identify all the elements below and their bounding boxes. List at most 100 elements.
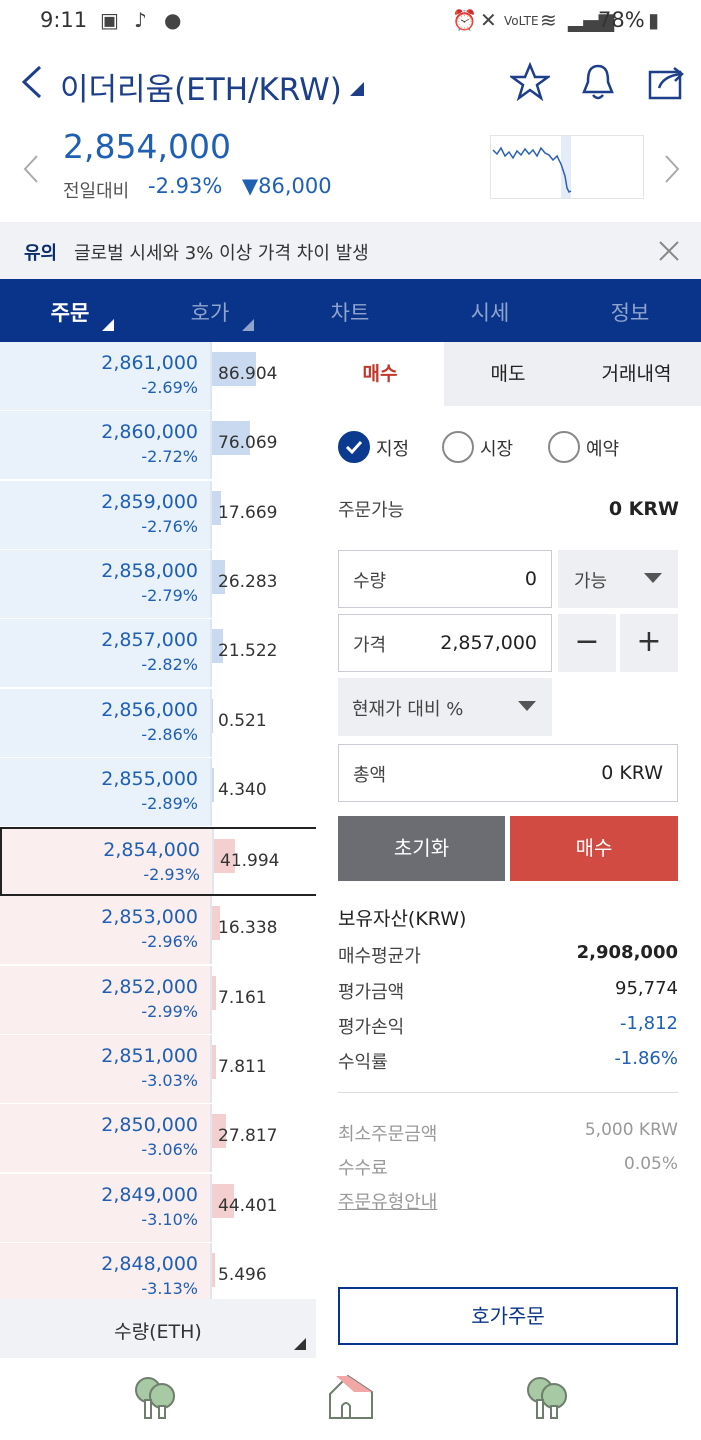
tab-sell[interactable]: 매도 <box>490 363 526 385</box>
pct-select[interactable]: 현재가 대비 % <box>338 678 552 736</box>
status-time: 9:11 <box>40 8 88 32</box>
bell-icon[interactable] <box>580 62 616 102</box>
orderbook-row-ask[interactable]: 2,856,000 -2.86% 0.521 <box>0 689 316 758</box>
orderbook-depth-bar <box>212 768 214 802</box>
min-order-value: 5,000 KRW <box>584 1120 678 1140</box>
orderbook-row-bid[interactable]: 2,852,000 -2.99% 7.161 <box>0 966 316 1035</box>
radio-reserve[interactable] <box>548 431 580 463</box>
orderbook-qty-cell: 26.283 <box>210 550 316 618</box>
orderbook-row-current[interactable]: 2,854,000 -2.93% 41.994 <box>0 827 318 896</box>
qty-value: 0 <box>524 568 537 590</box>
back-icon[interactable] <box>18 64 46 100</box>
holding-key: 평가금액 <box>338 982 405 1003</box>
tab-corner-icon <box>102 319 114 331</box>
orderbook-qty-cell: 0.521 <box>210 689 316 757</box>
orderbook-percent: -2.86% <box>141 725 198 744</box>
orderbook-price-cell[interactable]: 2,848,000 -3.13% <box>0 1243 210 1311</box>
orderbook-price-cell[interactable]: 2,861,000 -2.69% <box>0 342 210 410</box>
prev-coin-icon[interactable] <box>22 154 40 184</box>
orderbook-price-cell[interactable]: 2,856,000 -2.86% <box>0 689 210 757</box>
radio-limit-label: 지정 <box>376 439 410 460</box>
tree-icon[interactable] <box>130 1370 182 1422</box>
orderbook-price: 2,848,000 <box>101 1253 198 1275</box>
hoga-order-button[interactable]: 호가주문 <box>338 1287 678 1345</box>
orderbook-qty: 7.161 <box>218 988 267 1008</box>
price-input[interactable]: 가격 2,857,000 <box>338 614 552 672</box>
holding-eval-pnl: 평가손익 -1,812 <box>338 1013 678 1043</box>
qty-input[interactable]: 수량 0 <box>338 550 552 608</box>
holding-eval-amount: 평가금액 95,774 <box>338 978 678 1008</box>
price-minus-button[interactable]: − <box>558 614 616 672</box>
holding-avg-price: 매수평균가 2,908,000 <box>338 942 678 972</box>
total-input[interactable]: 총액 0 KRW <box>338 744 678 802</box>
warning-message: 글로벌 시세와 3% 이상 가격 차이 발생 <box>74 243 369 264</box>
battery-level: 78% <box>598 8 645 32</box>
tree-icon[interactable] <box>522 1370 574 1422</box>
tab-info[interactable]: 정보 <box>580 297 680 327</box>
orderbook-percent: -2.72% <box>141 447 198 466</box>
qty-unit-label: 수량(ETH) <box>114 1321 202 1343</box>
orderbook-price-cell[interactable]: 2,855,000 -2.89% <box>0 758 210 826</box>
title-dropdown-icon[interactable] <box>350 82 364 96</box>
qty-select[interactable]: 가능 <box>558 550 678 608</box>
orderbook-footer[interactable]: 수량(ETH) <box>0 1299 316 1358</box>
radio-limit[interactable] <box>338 431 370 463</box>
orderbook-qty: 26.283 <box>218 572 278 592</box>
orderbook-price-cell[interactable]: 2,859,000 -2.76% <box>0 481 210 549</box>
tab-chart[interactable]: 차트 <box>300 297 400 327</box>
tab-hoga[interactable]: 호가 <box>160 297 260 331</box>
home-icon[interactable] <box>324 1370 378 1422</box>
tab-quotes[interactable]: 시세 <box>440 297 540 327</box>
orderbook-price: 2,855,000 <box>101 768 198 790</box>
radio-reserve-label: 예약 <box>586 439 620 460</box>
orderbook-price-cell[interactable]: 2,852,000 -2.99% <box>0 966 210 1034</box>
radio-market[interactable] <box>442 431 474 463</box>
volte-icon: VoLTE <box>504 14 539 28</box>
mini-chart[interactable] <box>490 135 644 199</box>
orderbook-row-bid[interactable]: 2,851,000 -3.03% 7.811 <box>0 1035 316 1104</box>
orderbook-row-ask[interactable]: 2,855,000 -2.89% 4.340 <box>0 758 316 827</box>
orderbook-row-bid[interactable]: 2,853,000 -2.96% 16.338 <box>0 896 316 965</box>
orderbook-row-ask[interactable]: 2,859,000 -2.76% 17.669 <box>0 481 316 550</box>
orderbook-row-ask[interactable]: 2,861,000 -2.69% 86.904 <box>0 342 316 411</box>
orderbook-price: 2,853,000 <box>101 906 198 928</box>
orderbook-price-cell[interactable]: 2,851,000 -3.03% <box>0 1035 210 1103</box>
tab-order[interactable]: 주문 <box>20 297 120 331</box>
holding-value: -1,812 <box>619 1013 678 1034</box>
orderbook-row-ask[interactable]: 2,857,000 -2.82% 21.522 <box>0 619 316 688</box>
orderbook-price-cell[interactable]: 2,858,000 -2.79% <box>0 550 210 618</box>
orderbook-price-cell[interactable]: 2,853,000 -2.96% <box>0 896 210 964</box>
orderbook-row-bid[interactable]: 2,850,000 -3.06% 27.817 <box>0 1104 316 1173</box>
orderbook-price-cell[interactable]: 2,860,000 -2.72% <box>0 411 210 479</box>
orderbook-price: 2,860,000 <box>101 421 198 443</box>
orderbook-price-cell[interactable]: 2,857,000 -2.82% <box>0 619 210 687</box>
orderbook-qty-cell: 76.069 <box>210 411 316 479</box>
page-title[interactable]: 이더리움(ETH/KRW) <box>60 72 342 108</box>
share-icon[interactable] <box>647 62 687 102</box>
orderbook-percent: -3.06% <box>141 1140 198 1159</box>
orderbook-row-ask[interactable]: 2,858,000 -2.79% 26.283 <box>0 550 316 619</box>
star-icon[interactable] <box>510 62 550 102</box>
tab-history[interactable]: 거래내역 <box>601 363 672 385</box>
orderbook-price-cell[interactable]: 2,849,000 -3.10% <box>0 1174 210 1242</box>
buy-button[interactable]: 매수 <box>510 816 678 881</box>
tab-buy[interactable]: 매수 <box>316 342 444 406</box>
holding-value: 95,774 <box>615 978 678 999</box>
orderbook-price: 2,856,000 <box>101 699 198 721</box>
orderbook-price-cell[interactable]: 2,854,000 -2.93% <box>2 829 212 894</box>
signal-icon: ▂▄▆ <box>568 8 615 32</box>
orderbook-price-cell[interactable]: 2,850,000 -3.06% <box>0 1104 210 1172</box>
reset-button[interactable]: 초기화 <box>338 816 505 881</box>
price-plus-button[interactable]: + <box>620 614 678 672</box>
warning-banner: 유의 글로벌 시세와 3% 이상 가격 차이 발생 <box>0 222 701 279</box>
next-coin-icon[interactable] <box>663 154 681 184</box>
order-type-guide-link[interactable]: 주문유형안내 <box>338 1192 438 1213</box>
battery-icon: ▮ <box>648 8 660 32</box>
orderbook-row-bid[interactable]: 2,849,000 -3.10% 44.401 <box>0 1174 316 1243</box>
orderbook-row-ask[interactable]: 2,860,000 -2.72% 76.069 <box>0 411 316 480</box>
order-sub-tabs: 매수 매도 거래내역 <box>316 342 701 406</box>
orderbook-depth-bar <box>212 352 256 386</box>
holding-key: 평가손익 <box>338 1017 405 1038</box>
close-icon[interactable] <box>658 240 680 262</box>
current-price: 2,854,000 <box>63 127 231 166</box>
